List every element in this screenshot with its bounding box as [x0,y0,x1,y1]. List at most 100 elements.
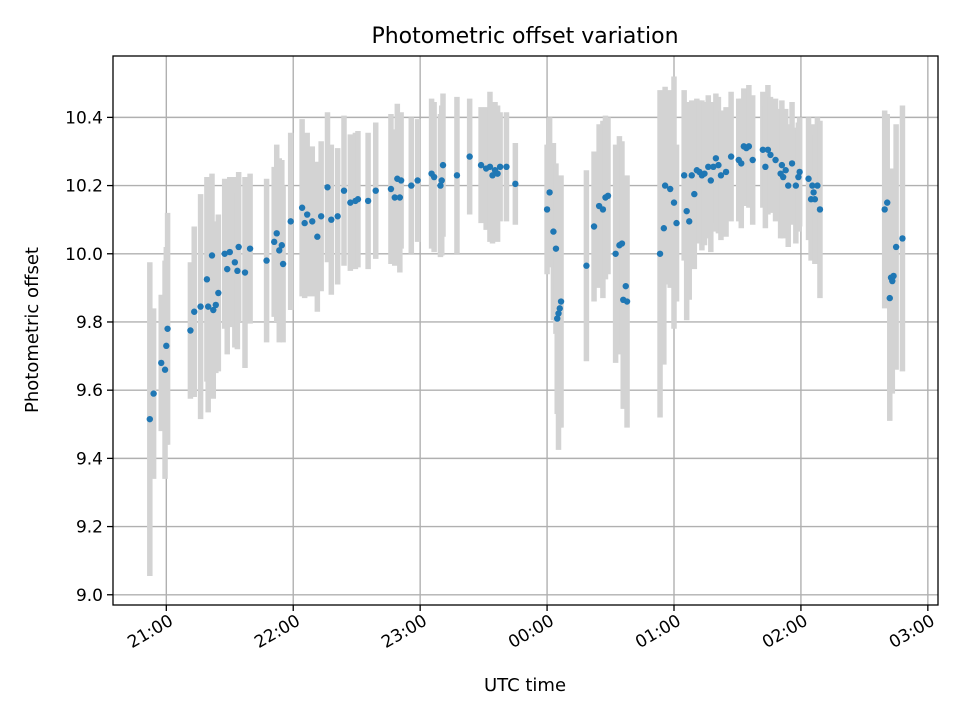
data-point [503,163,510,171]
data-point [889,277,896,285]
data-point [146,415,154,423]
data-point [892,243,900,251]
y-tick-label: 9.2 [76,518,103,538]
data-point [749,156,756,164]
data-point [792,182,800,189]
data-point [899,235,906,242]
data-point [347,199,354,206]
data-point [466,153,473,160]
data-point [691,190,698,198]
data-point [809,182,816,189]
data-point [328,216,335,223]
data-point [334,213,341,220]
data-point [686,218,693,225]
data-point [314,233,321,240]
data-point [890,272,897,280]
data-point [246,245,254,252]
data-point [881,206,888,213]
data-point [811,196,819,203]
data-point [163,342,170,350]
data-point [779,173,787,181]
data-point [270,238,278,246]
data-point [759,146,767,153]
data-point [688,172,695,179]
data-point [618,240,626,247]
y-axis-label: Photometric offset [22,247,43,413]
y-tick-label: 9.4 [76,449,103,469]
data-point [208,252,216,259]
data-point [203,276,211,283]
data-point [324,184,331,191]
data-point [705,163,712,171]
data-point [279,260,287,268]
data-point [397,177,405,184]
data-point [354,196,362,203]
y-tick-label: 10.4 [65,108,103,128]
data-point [656,250,664,257]
data-point [673,219,680,227]
data-point [372,187,379,194]
data-point [710,163,717,171]
data-point [191,308,198,315]
plot-frame [112,55,939,606]
data-point [707,177,715,184]
data-point [712,155,720,162]
y-axis-ticks: 9.0 9.2 9.4 9.6 9.8 10.0 10.2 10.4 [65,108,113,606]
data-point [340,187,348,194]
grid-lines [113,56,938,605]
data-point [767,151,774,159]
data-point [414,177,421,184]
data-point [391,194,398,201]
data-point [231,259,239,266]
data-point [197,303,204,310]
data-point [150,390,157,397]
data-point [666,185,674,193]
data-point [816,206,824,213]
data-point [241,269,249,276]
data-point [164,325,171,332]
data-point [187,327,194,334]
data-point [287,218,294,225]
data-point [437,182,444,189]
data-point [543,206,551,213]
data-point [224,265,231,273]
data-point [604,192,612,200]
data-point [226,248,233,256]
x-axis-label: UTC time [484,675,566,696]
data-point [161,366,169,373]
data-point [317,213,325,220]
data-point [552,245,560,252]
data-point [717,172,725,179]
data-point [599,206,607,213]
data-point [554,315,561,322]
data-point [477,161,485,169]
data-point [158,359,165,367]
data-point [512,180,519,188]
data-point [234,267,241,275]
data-point [623,298,631,305]
data-point [622,282,629,290]
data-point [303,211,311,218]
y-tick-label: 10.2 [65,177,103,197]
y-tick-label: 9.8 [76,313,103,333]
data-point [680,172,688,179]
data-point [364,197,372,205]
y-tick-label: 10.0 [65,245,103,265]
data-point [550,228,557,235]
data-point [670,199,678,206]
data-point [453,172,461,179]
y-tick-label: 9.0 [76,586,103,606]
data-point [496,163,504,171]
data-point [489,172,496,179]
data-point [660,225,668,232]
data-point [546,189,553,196]
data-point [439,161,447,169]
data-point [795,173,802,181]
data-point [221,250,228,257]
data-points [146,143,906,423]
y-tick-label: 9.6 [76,381,103,401]
data-point [215,289,222,297]
data-point [438,177,445,184]
data-point [235,243,242,251]
